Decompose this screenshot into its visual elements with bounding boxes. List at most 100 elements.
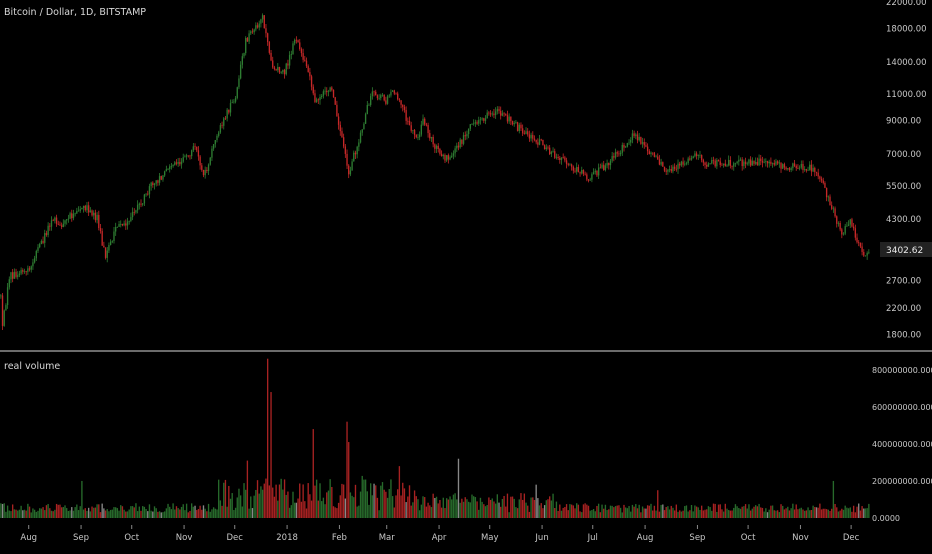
candle-body <box>226 109 228 119</box>
volume-bar <box>263 483 265 518</box>
volume-bar <box>785 508 787 518</box>
candle-body <box>467 128 470 135</box>
time-tick-label: 2018 <box>276 533 298 543</box>
candle <box>248 30 250 45</box>
candle-body <box>87 205 90 213</box>
volume-bar <box>852 505 855 518</box>
candle <box>837 221 840 227</box>
candle <box>268 41 271 55</box>
volume-bar <box>204 508 206 518</box>
volume-bar <box>684 506 686 518</box>
candle <box>17 271 19 280</box>
volume-bar <box>687 511 689 518</box>
candle-body <box>650 152 652 155</box>
volume-bar <box>361 475 363 518</box>
candle <box>782 163 784 170</box>
candle <box>445 155 448 163</box>
candle-body <box>827 196 829 198</box>
last-price-label: 3402.62 <box>886 246 923 256</box>
candle <box>172 164 174 168</box>
volume-bar <box>623 504 625 518</box>
volume-bar <box>17 510 19 518</box>
candle-body <box>709 163 711 165</box>
candle <box>594 168 596 175</box>
candle-body <box>434 144 436 149</box>
volume-bar <box>331 486 333 518</box>
volume-bar <box>202 505 205 518</box>
volume-bar <box>447 499 450 518</box>
volume-bar <box>258 493 260 518</box>
candle <box>451 152 453 159</box>
candle <box>846 221 848 227</box>
volume-bar <box>256 480 259 518</box>
candle <box>471 123 473 125</box>
volume-bar <box>420 504 423 518</box>
price-axis[interactable]: 22000.0018000.0014000.0011000.009000.007… <box>886 0 927 340</box>
candle-body <box>245 37 247 54</box>
volume-panel[interactable] <box>0 358 870 518</box>
volume-bar <box>250 496 252 518</box>
candle <box>839 220 841 232</box>
candle-body <box>98 214 100 229</box>
volume-bar <box>45 505 48 518</box>
candle-body <box>496 109 499 112</box>
candle-body <box>196 146 198 151</box>
candle-body <box>251 31 254 33</box>
candle <box>724 159 726 167</box>
candle-body <box>856 237 858 243</box>
volume-bar <box>498 502 500 518</box>
volume-bar <box>704 509 706 518</box>
candle-body <box>315 99 318 102</box>
candle-body <box>54 217 56 221</box>
candle <box>543 144 546 150</box>
volume-bar <box>437 503 439 518</box>
candle <box>775 158 777 166</box>
candle <box>765 158 767 167</box>
candle <box>623 142 625 152</box>
candle <box>711 157 713 165</box>
volume-bar <box>792 503 794 518</box>
candle-body <box>755 162 757 164</box>
candle-body <box>473 123 475 125</box>
candle-body <box>599 167 602 169</box>
candle-body <box>331 87 333 90</box>
candle <box>383 94 385 102</box>
volume-bar <box>809 510 811 518</box>
candle <box>787 167 789 171</box>
candle-body <box>71 213 73 219</box>
volume-bar <box>60 507 63 518</box>
volume-bar <box>631 504 634 518</box>
volume-bar <box>194 505 196 518</box>
candle <box>373 90 375 97</box>
candle-body <box>645 145 647 147</box>
volume-bar <box>104 510 107 518</box>
volume-bar <box>466 499 468 518</box>
volume-bar <box>418 510 421 518</box>
candle-body <box>690 158 693 160</box>
volume-bar <box>630 511 632 518</box>
volume-bar <box>496 494 499 518</box>
candle-body <box>86 205 88 211</box>
candle-body <box>165 169 168 172</box>
candle <box>812 164 814 173</box>
volume-bar <box>662 504 664 518</box>
volume-bar <box>672 507 674 518</box>
candle <box>430 136 433 143</box>
volume-bar <box>55 503 58 518</box>
candle-body <box>312 86 314 94</box>
candle <box>42 236 44 245</box>
candle <box>145 193 147 197</box>
volume-bar <box>518 499 520 518</box>
volume-bar <box>351 495 353 518</box>
candle <box>418 131 421 141</box>
candle <box>672 164 674 174</box>
candle-body <box>294 39 296 44</box>
volume-axis[interactable]: 800000000.0000600000000.0000400000000.00… <box>872 366 932 523</box>
candle-body <box>22 270 24 272</box>
time-axis[interactable]: Aug Sep Oct Nov Dec 2018 Feb Mar Apr May Jun Jul Aug… <box>20 525 860 543</box>
candle-body <box>498 109 500 111</box>
volume-bar <box>844 505 846 518</box>
volume-bar <box>599 512 602 518</box>
candle <box>820 176 823 183</box>
price-panel[interactable] <box>0 13 870 331</box>
